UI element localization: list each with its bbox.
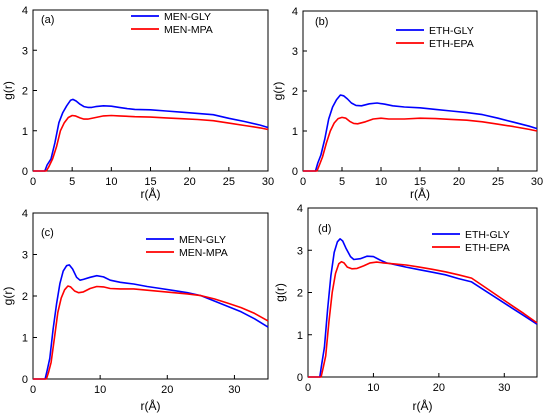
x-tick-label: 5 (339, 176, 345, 188)
x-tick-label: 10 (367, 382, 379, 394)
x-tick-label: 25 (492, 176, 504, 188)
x-tick-label: 0 (305, 382, 311, 394)
y-tick-label: 3 (22, 45, 28, 57)
series-line-eth-epa (308, 260, 538, 378)
legend-entry: ETH-EPA (465, 242, 510, 254)
y-tick-label: 3 (297, 245, 303, 257)
x-tick-label: 30 (531, 176, 543, 188)
panel-b: 0 1 2 3 4 0 5 10 15 20 25 30 r(Å) g(r) (b) ETH-GLYETH-E… (271, 6, 543, 201)
series-line-men-gly (33, 264, 269, 380)
series-line-men-gly (33, 98, 269, 172)
legend-entry: ETH-EPA (429, 38, 474, 50)
y-tick-label: 2 (22, 86, 28, 98)
legend-entry: MEN-GLY (164, 11, 211, 23)
panel-label: (c) (41, 227, 54, 239)
panel-label: (a) (41, 14, 54, 26)
x-tick-label: 30 (262, 176, 274, 188)
y-tick-label: 4 (22, 208, 28, 220)
panel-a: 0 1 2 3 4 0 5 10 15 20 25 30 r(Å) g(r) (a) MEN-GLYMEN-M… (1, 5, 274, 201)
x-tick-label: 30 (228, 384, 240, 396)
y-axis-label: g(r) (271, 82, 285, 101)
y-axis-label: g(r) (1, 81, 15, 100)
series-line-eth-gly (303, 94, 538, 172)
y-tick-label: 4 (292, 6, 298, 18)
legend-entry: MEN-MPA (164, 24, 213, 36)
y-tick-label: 0 (292, 166, 298, 178)
series-line-men-mpa (33, 114, 269, 172)
y-tick-label: 1 (297, 330, 303, 342)
legend-entry: ETH-GLY (429, 25, 474, 37)
x-tick-label: 20 (161, 384, 173, 396)
y-tick-label: 3 (22, 250, 28, 262)
x-tick-label: 0 (300, 176, 306, 188)
legend-entry: MEN-GLY (179, 234, 226, 246)
x-tick-label: 15 (144, 176, 156, 188)
y-tick-label: 3 (292, 46, 298, 58)
x-axis-label: r(Å) (413, 398, 433, 413)
panel-label: (b) (315, 16, 328, 28)
y-tick-label: 4 (22, 5, 28, 17)
plot-frame (302, 10, 538, 172)
x-axis-label: r(Å) (141, 398, 161, 413)
plot-frame (32, 212, 269, 380)
y-tick-label: 4 (297, 203, 303, 215)
x-tick-label: 10 (94, 384, 106, 396)
x-tick-label: 5 (69, 176, 75, 188)
y-tick-label: 2 (22, 291, 28, 303)
y-tick-label: 1 (22, 126, 28, 138)
series-line-eth-gly (308, 238, 538, 378)
y-tick-label: 0 (297, 372, 303, 384)
plot-frame (32, 9, 269, 172)
legend-entry: ETH-GLY (465, 229, 510, 241)
y-tick-label: 2 (292, 86, 298, 98)
series-line-men-mpa (33, 285, 269, 380)
x-axis-label: r(Å) (141, 186, 161, 201)
y-axis-label: g(r) (273, 283, 287, 302)
x-tick-label: 30 (498, 382, 510, 394)
y-tick-label: 1 (22, 333, 28, 345)
x-tick-label: 15 (414, 176, 426, 188)
x-tick-label: 0 (30, 384, 36, 396)
x-tick-label: 20 (453, 176, 465, 188)
panel-label: (d) (318, 223, 331, 235)
x-tick-label: 20 (433, 382, 445, 394)
y-tick-label: 0 (22, 166, 28, 178)
x-tick-label: 0 (30, 176, 36, 188)
x-tick-label: 10 (375, 176, 387, 188)
series-line-eth-epa (303, 116, 538, 172)
y-tick-label: 1 (292, 126, 298, 138)
y-axis-label: g(r) (1, 287, 15, 306)
x-tick-label: 25 (223, 176, 235, 188)
x-tick-label: 10 (105, 176, 117, 188)
x-axis-label: r(Å) (410, 186, 430, 201)
legend-entry: MEN-MPA (179, 247, 228, 259)
y-tick-label: 2 (297, 288, 303, 300)
y-tick-label: 0 (22, 374, 28, 386)
x-tick-label: 20 (184, 176, 196, 188)
